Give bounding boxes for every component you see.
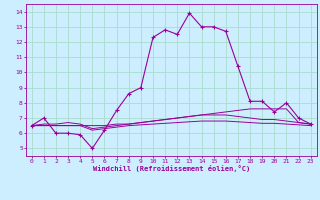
X-axis label: Windchill (Refroidissement éolien,°C): Windchill (Refroidissement éolien,°C)	[92, 165, 250, 172]
